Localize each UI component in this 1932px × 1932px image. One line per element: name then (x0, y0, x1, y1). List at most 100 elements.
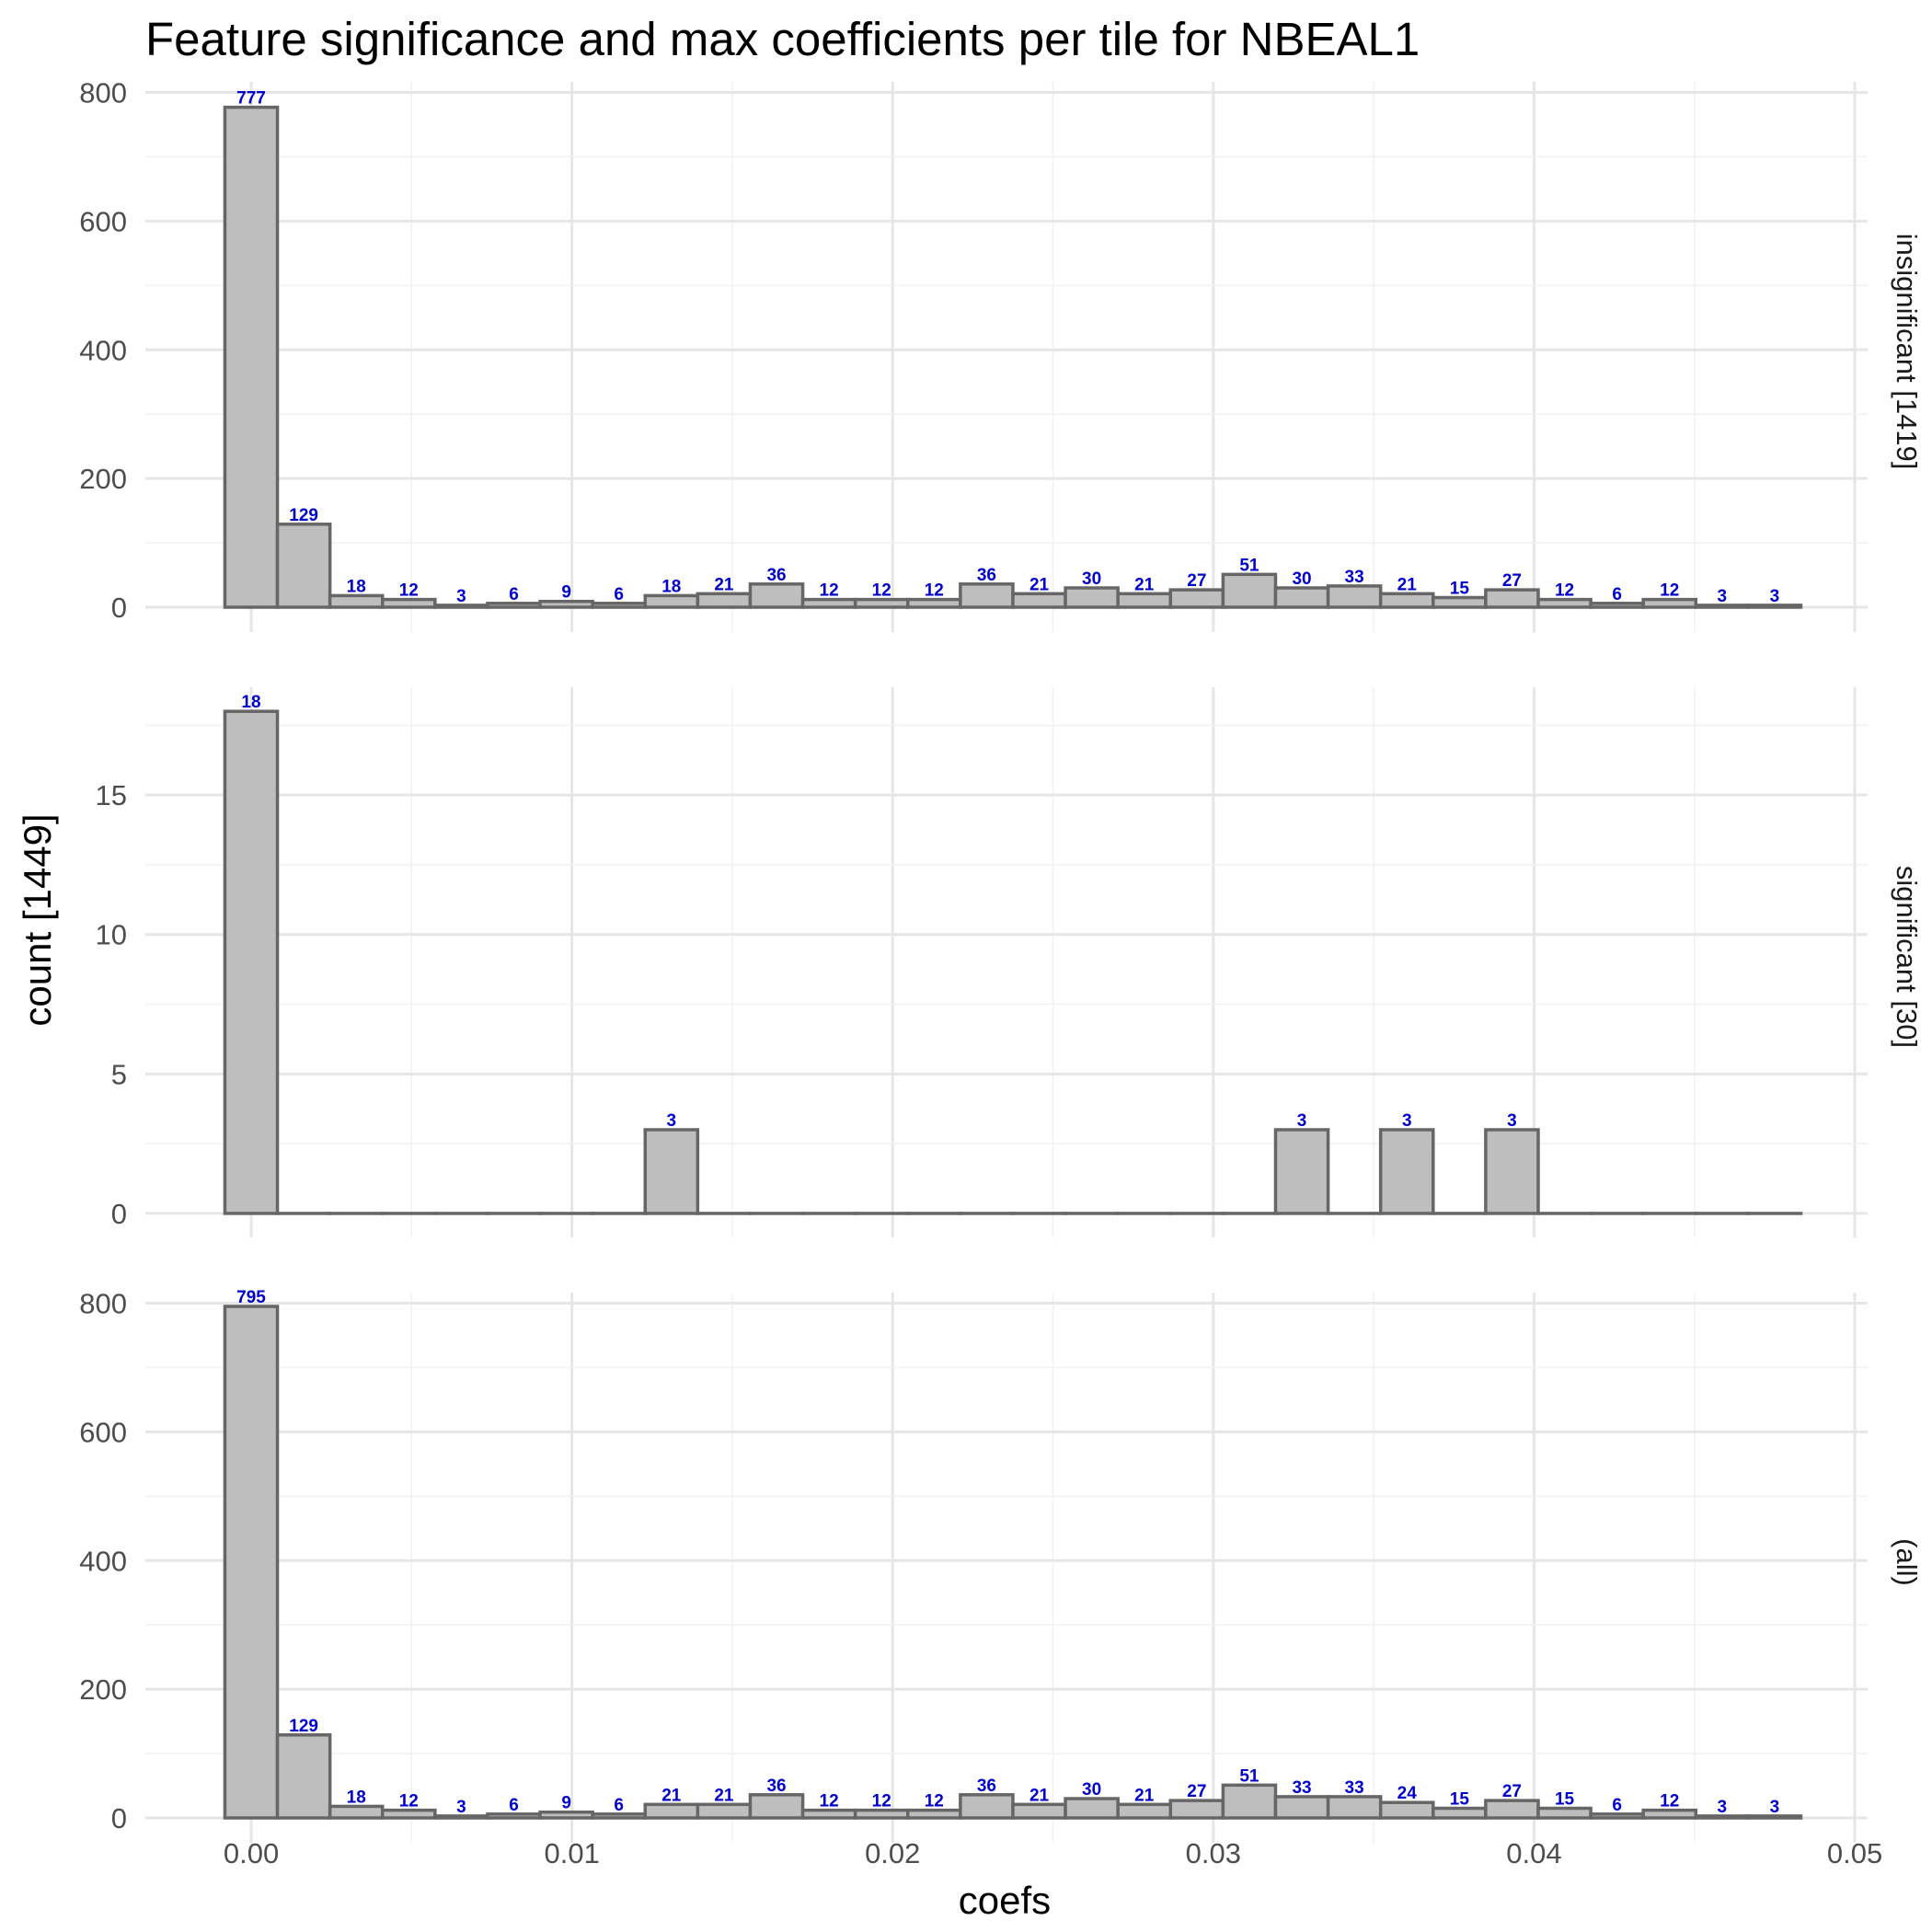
y-tick-label: 15 (96, 779, 127, 811)
bar-count-label: 12 (925, 1792, 944, 1811)
bar-count-label: 36 (977, 566, 996, 585)
bar-count-label: 6 (1612, 585, 1622, 604)
histogram-bar (223, 105, 280, 609)
bar-count-label: 9 (561, 1794, 571, 1813)
bar-count-label: 27 (1502, 1782, 1522, 1801)
histogram-bar (381, 1808, 437, 1820)
bar-count-label: 36 (766, 1777, 786, 1796)
bar-count-label: 3 (1718, 587, 1728, 606)
bar-count-label: 21 (714, 575, 734, 594)
histogram-bar (748, 582, 805, 609)
bar-count-label: 12 (1660, 1792, 1679, 1811)
facet-strip-label: (all) (1891, 1538, 1923, 1586)
histogram-bar (959, 1793, 1015, 1820)
histogram-bar (1641, 1808, 1698, 1820)
bar-count-label: 21 (1029, 1786, 1050, 1805)
histogram-bar (643, 1128, 700, 1215)
histogram-bar (696, 1802, 753, 1820)
bar-count-label: 795 (236, 1288, 266, 1307)
bar-count-label: 3 (1507, 1111, 1517, 1131)
histogram-bar (1484, 1128, 1540, 1215)
x-tick-label: 0.04 (1506, 1837, 1561, 1869)
histogram-bar (1116, 1802, 1173, 1820)
histogram-bar (906, 1808, 962, 1820)
y-tick-label: 400 (79, 1545, 127, 1577)
bar-count-label: 9 (561, 583, 571, 603)
histogram-bar (1484, 588, 1540, 609)
bar-count-label: 12 (399, 581, 419, 601)
bar-count-label: 21 (1397, 575, 1418, 594)
histogram-bar (328, 1804, 385, 1820)
bar-count-label: 12 (925, 581, 944, 601)
histogram-bar (1273, 1795, 1330, 1820)
bar-count-label: 3 (456, 1798, 466, 1817)
histogram-bar (800, 1808, 857, 1820)
bar-count-label: 12 (872, 1792, 891, 1811)
histogram-bar (1746, 604, 1803, 609)
histogram-bar (1273, 1128, 1330, 1215)
bar-count-label: 30 (1292, 569, 1311, 589)
histogram-bar (800, 597, 857, 609)
histogram-bar (1746, 1814, 1803, 1820)
bar-count-label: 6 (509, 1796, 519, 1815)
bar-count-label: 18 (661, 577, 681, 596)
y-tick-label: 800 (79, 1287, 127, 1319)
bar-count-label: 21 (714, 1786, 734, 1805)
bar-count-label: 18 (241, 693, 260, 712)
x-tick-label: 0.00 (224, 1837, 279, 1869)
bar-count-label: 21 (1134, 1786, 1155, 1805)
x-tick-label: 0.02 (865, 1837, 920, 1869)
y-tick-label: 0 (111, 1802, 127, 1834)
bar-count-label: 3 (1402, 1111, 1412, 1131)
bar-count-label: 777 (236, 89, 266, 109)
bar-count-label: 51 (1239, 1766, 1259, 1786)
histogram-bar (1168, 1799, 1225, 1820)
histogram-bar (853, 597, 910, 609)
bar-count-label: 27 (1187, 571, 1206, 591)
bar-count-label: 3 (1297, 1111, 1307, 1131)
histogram-bar (1432, 595, 1488, 609)
bar-count-label: 6 (614, 585, 624, 604)
bar-count-label: 6 (509, 585, 519, 604)
bar-count-label: 15 (1450, 580, 1470, 599)
histogram-bar (1484, 1799, 1540, 1820)
histogram-bar (223, 1305, 280, 1820)
histogram-bar (1064, 1797, 1120, 1820)
bar-count-label: 51 (1239, 556, 1259, 575)
bar-count-label: 33 (1345, 1778, 1364, 1798)
histogram-bar (1273, 586, 1330, 609)
histogram-bar (906, 597, 962, 609)
histogram-bar (748, 1793, 805, 1820)
histogram-bar (1378, 592, 1435, 609)
bar-count-label: 6 (1612, 1796, 1622, 1815)
histogram-bar (1221, 1783, 1278, 1820)
y-tick-label: 600 (79, 1416, 127, 1448)
bar-count-label: 12 (820, 581, 839, 601)
y-tick-label: 5 (111, 1058, 127, 1090)
y-tick-label: 400 (79, 334, 127, 366)
facet-panel: 0 5 10 15 18 3 3 3 3 significant [30] (96, 687, 1923, 1237)
bar-count-label: 18 (347, 1788, 366, 1807)
bar-count-label: 33 (1345, 568, 1364, 587)
facet-strip-label: significant [30] (1891, 866, 1923, 1048)
histogram-bar (1536, 1806, 1593, 1820)
bar-count-label: 30 (1082, 569, 1101, 589)
y-tick-label: 0 (111, 592, 127, 624)
bar-count-label: 3 (1770, 587, 1780, 606)
bar-count-label: 36 (766, 566, 786, 585)
histogram-bar (223, 709, 280, 1215)
x-tick-label: 0.01 (544, 1837, 599, 1869)
histogram-bar (1011, 1802, 1067, 1820)
histogram-bar (959, 582, 1015, 609)
histogram-bar (1221, 572, 1278, 609)
bar-count-label: 3 (456, 587, 466, 606)
bar-count-label: 12 (1660, 581, 1679, 601)
bar-count-label: 12 (872, 581, 891, 601)
histogram-bar (1326, 1795, 1383, 1820)
histogram-bar (853, 1808, 910, 1820)
histogram-bar (1326, 584, 1383, 609)
x-axis-ticks: 0.00 0.01 0.02 0.03 0.04 0.05 (224, 1837, 1882, 1869)
